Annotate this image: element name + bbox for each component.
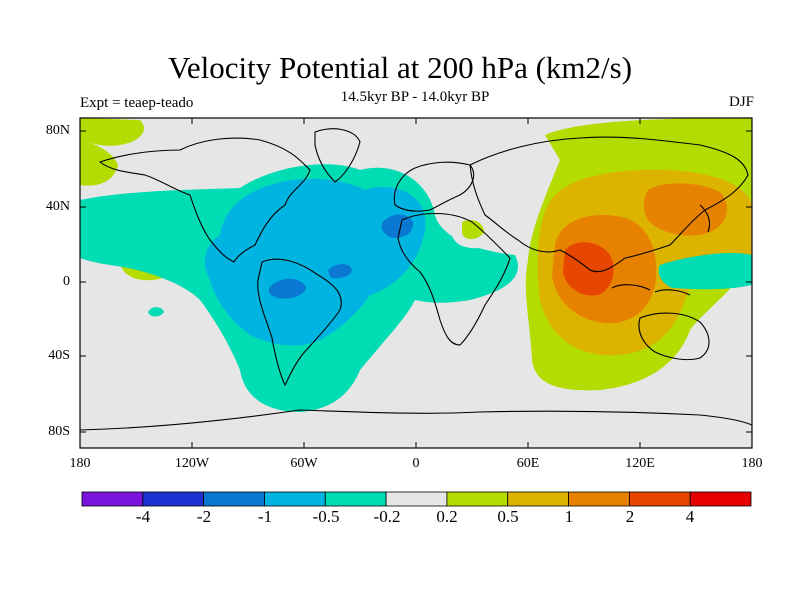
colorbar-swatch [507, 491, 569, 507]
season-label: DJF [728, 94, 754, 110]
lon-label-0: 0 [412, 456, 420, 471]
contour-negative-low-westpac [658, 253, 752, 290]
contour-negative-high-amazon [268, 278, 306, 299]
coast-indonesia [611, 284, 691, 296]
colorbar [81, 491, 752, 507]
period-subtitle: 14.5kyr BP - 14.0kyr BP [340, 89, 490, 105]
colorbar-swatch [142, 491, 205, 507]
coastlines [80, 128, 752, 431]
coast-greenland [314, 128, 361, 183]
contour-positive-mideast-inner [462, 220, 484, 240]
contour-positive-arctic [80, 138, 118, 186]
colorbar-label: -0.5 [312, 507, 340, 526]
colorbar-label: -2 [196, 507, 212, 526]
contour-positive-north-atlantic [80, 118, 144, 146]
colorbar-swatch [203, 491, 265, 507]
contour-negative-mid [204, 178, 426, 346]
lat-label-eq: 0 [63, 274, 70, 289]
colorbar-swatch [81, 491, 144, 507]
coast-japan [699, 204, 711, 233]
lat-label-40s: 40S [48, 348, 70, 363]
colorbar-swatch [446, 491, 509, 507]
axis-ticks [79, 118, 753, 448]
colorbar-swatch [264, 491, 326, 507]
lat-label-40n: 40N [45, 199, 70, 214]
contour-positive-low-northpacific [743, 152, 752, 180]
lon-label-120e: 120E [625, 456, 655, 471]
coast-australia [638, 312, 710, 361]
coast-north-america [99, 137, 311, 263]
contour-negative-low-islet [148, 307, 164, 317]
coast-asia [469, 136, 749, 273]
colorbar-swatch [385, 491, 448, 507]
experiment-label: Expt = teaep-teado [80, 95, 194, 111]
colorbar-swatch [689, 491, 752, 507]
lat-label-80s: 80S [48, 424, 70, 439]
coast-south-america [257, 258, 342, 386]
lon-label-60e: 60E [516, 456, 540, 471]
contour-negative-high-atlantic-south [328, 264, 352, 279]
colorbar-label: 0.2 [436, 507, 458, 526]
lon-label-120w: 120W [174, 456, 210, 471]
lat-label-80n: 80N [45, 123, 70, 138]
colorbar-label: 1 [564, 507, 574, 526]
lon-label-180w: 180 [69, 456, 91, 471]
coast-antarctica [80, 409, 752, 431]
colorbar-swatch [568, 491, 630, 507]
contour-positive-high-pacific [643, 183, 727, 236]
colorbar-label: -1 [257, 507, 273, 526]
lon-label-180e: 180 [741, 456, 763, 471]
colorbar-label: -0.2 [373, 507, 401, 526]
colorbar-label: 4 [685, 507, 695, 526]
colorbar-label: 0.5 [497, 507, 519, 526]
colorbar-swatch [324, 491, 387, 507]
colorbar-label: 2 [625, 507, 635, 526]
lon-label-60w: 60W [290, 456, 318, 471]
contour-negative-high-atlantic [381, 214, 414, 238]
coast-africa [397, 213, 511, 346]
colorbar-swatch [628, 491, 691, 507]
colorbar-label: -4 [135, 507, 151, 526]
page-title: Velocity Potential at 200 hPa (km2/s) [167, 50, 633, 85]
